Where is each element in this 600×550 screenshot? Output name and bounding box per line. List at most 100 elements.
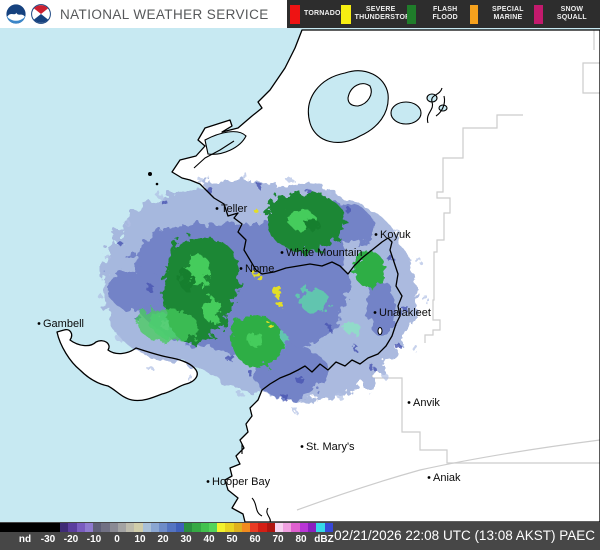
colorbar-label: -20 <box>63 534 79 545</box>
colorbar-segment <box>101 523 110 532</box>
colorbar-segment <box>167 523 176 532</box>
colorbar-segment <box>159 523 168 532</box>
city-labels: Teller Koyuk White Mountain Nome Gambell Unal… <box>37 203 461 488</box>
city-marker-nome <box>239 267 243 270</box>
city-marker-gambell <box>37 322 41 325</box>
city-marker-teller <box>215 207 219 210</box>
colorbar-segment <box>68 523 77 532</box>
coastline <box>56 29 600 522</box>
colorbar-segment <box>109 523 118 532</box>
colorbar-nd-segment <box>0 523 60 532</box>
warning-legend: TORNADO SEVERE THUNDERSTORM FLASH FLOOD SPE… <box>287 0 600 28</box>
colorbar-segment <box>283 523 292 532</box>
legend-item-tornado: TORNADO <box>290 4 341 24</box>
city-label-aniak: Aniak <box>433 472 461 484</box>
legend-item-special-marine: SPECIAL MARINE <box>470 4 533 24</box>
colorbar-segment <box>241 523 251 532</box>
legend-swatch <box>533 4 543 24</box>
lagoons <box>204 70 448 155</box>
colorbar-segment <box>291 523 300 532</box>
colorbar-segment <box>200 523 209 532</box>
colorbar-segment <box>76 523 85 532</box>
colorbar-scale-labels: nd -30 -20 -10 0 10 20 30 40 50 60 70 80 dBZ <box>0 533 345 547</box>
legend-label: SNOW SQUALL <box>556 5 587 21</box>
legend-label: SEVERE THUNDERSTORM <box>354 5 417 21</box>
legend-label: SPECIAL MARINE <box>492 5 524 21</box>
colorbar-segment <box>126 523 135 532</box>
legend-swatch <box>470 4 479 24</box>
city-marker-anvik <box>407 401 411 404</box>
city-marker-hooper-bay <box>206 480 210 483</box>
islands <box>148 172 383 335</box>
colorbar-segment <box>208 523 218 532</box>
colorbar-label: 80 <box>295 534 307 545</box>
colorbar-label: nd <box>18 534 32 545</box>
colorbar-segment <box>266 523 275 532</box>
colorbar-segment <box>225 523 234 532</box>
legend-item-flash-flood: FLASH FLOOD <box>406 4 470 24</box>
header-bar: NATIONAL WEATHER SERVICE TORNADO SEVERE T… <box>0 0 600 28</box>
rivers <box>241 87 446 522</box>
reflectivity-colorbar <box>0 523 333 532</box>
colorbar-segment <box>175 523 184 532</box>
colorbar-label: dBZ <box>314 534 334 545</box>
colorbar-segment <box>150 523 160 532</box>
noaa-logo <box>6 4 26 24</box>
colorbar-segment <box>60 523 69 532</box>
colorbar-segment <box>217 523 226 532</box>
nws-brand[interactable]: NATIONAL WEATHER SERVICE <box>0 4 287 24</box>
salt-lake <box>390 101 422 125</box>
legend-swatch <box>406 4 417 24</box>
city-label-teller: Teller <box>221 203 248 215</box>
besboro-island <box>377 327 383 335</box>
city-label-nome: Nome <box>245 263 274 275</box>
city-marker-aniak <box>427 476 431 479</box>
city-label-gambell: Gambell <box>43 318 84 330</box>
legend-item-snow-squall: SNOW SQUALL <box>533 4 597 24</box>
colorbar-label: 0 <box>114 534 120 545</box>
colorbar-segment <box>117 523 127 532</box>
map-viewport[interactable]: Teller Koyuk White Mountain Nome Gambell Unal… <box>0 28 600 522</box>
city-label-anvik: Anvik <box>413 397 440 409</box>
colorbar-segment <box>324 523 333 532</box>
city-label-unalakleet: Unalakleet <box>379 307 431 319</box>
colorbar-segment <box>250 523 259 532</box>
colorbar-segment <box>274 523 284 532</box>
city-label-hooper-bay: Hooper Bay <box>212 476 271 488</box>
colorbar-segment <box>192 523 201 532</box>
colorbar-segment <box>142 523 151 532</box>
colorbar-label: -10 <box>86 534 102 545</box>
king-island <box>148 172 152 176</box>
legend-label: FLASH FLOOD <box>432 5 458 21</box>
legend-label: TORNADO <box>304 9 341 17</box>
colorbar-segment <box>316 523 325 532</box>
colorbar-label: 10 <box>134 534 146 545</box>
product-timestamp: 02/21/2026 22:08 UTC (13:08 AKST) PAEC <box>334 528 595 543</box>
colorbar-label: 70 <box>272 534 284 545</box>
lagoon-island <box>347 83 372 107</box>
city-label-white-mountain: White Mountain <box>286 247 362 259</box>
radar-max-cells <box>253 209 283 328</box>
colorbar-segment <box>93 523 102 532</box>
colorbar-label: 40 <box>203 534 215 545</box>
colorbar-segment <box>183 523 193 532</box>
radar-map[interactable]: Teller Koyuk White Mountain Nome Gambell Unal… <box>0 28 600 522</box>
colorbar-segment <box>134 523 143 532</box>
colorbar-label: 50 <box>226 534 238 545</box>
status-bar: nd -30 -20 -10 0 10 20 30 40 50 60 70 80 dBZ 02/21/20… <box>0 522 600 550</box>
colorbar-label: 30 <box>180 534 192 545</box>
legend-swatch <box>290 4 300 24</box>
colorbar-segment <box>233 523 242 532</box>
colorbar-segment <box>307 523 317 532</box>
legend-swatch <box>340 4 351 24</box>
colorbar-segment <box>299 523 308 532</box>
city-label-st-mary-s: St. Mary's <box>306 441 355 453</box>
legend-item-severe-thunderstorm: SEVERE THUNDERSTORM <box>340 4 417 24</box>
city-marker-st-mary-s <box>300 445 304 448</box>
colorbar-segment <box>258 523 267 532</box>
colorbar-segment <box>84 523 94 532</box>
city-marker-koyuk <box>374 233 378 236</box>
colorbar-label: -30 <box>40 534 56 545</box>
city-label-koyuk: Koyuk <box>380 229 411 241</box>
